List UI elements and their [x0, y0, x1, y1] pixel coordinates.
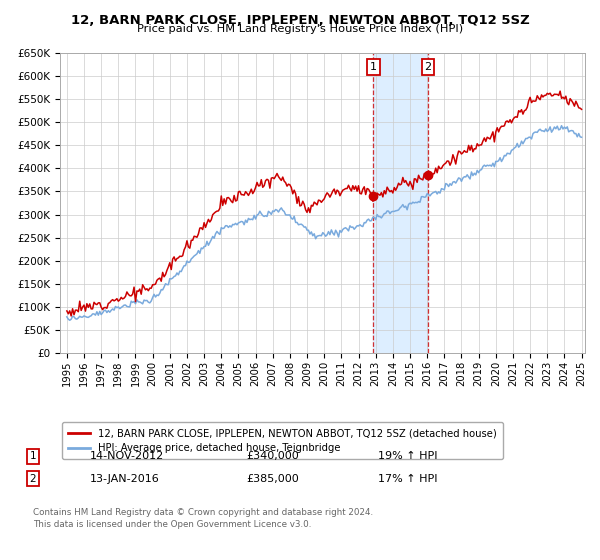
Text: This data is licensed under the Open Government Licence v3.0.: This data is licensed under the Open Gov… [33, 520, 311, 529]
Bar [373, 53, 428, 353]
Text: £385,000: £385,000 [246, 474, 299, 484]
Text: 14-NOV-2012: 14-NOV-2012 [90, 451, 164, 461]
Text: 2: 2 [29, 474, 37, 484]
Text: Price paid vs. HM Land Registry's House Price Index (HPI): Price paid vs. HM Land Registry's House … [137, 24, 463, 34]
Text: 1: 1 [370, 62, 377, 72]
Text: 19% ↑ HPI: 19% ↑ HPI [378, 451, 437, 461]
Text: 1: 1 [29, 451, 37, 461]
Text: 17% ↑ HPI: 17% ↑ HPI [378, 474, 437, 484]
Text: 13-JAN-2016: 13-JAN-2016 [90, 474, 160, 484]
Text: 12, BARN PARK CLOSE, IPPLEPEN, NEWTON ABBOT, TQ12 5SZ: 12, BARN PARK CLOSE, IPPLEPEN, NEWTON AB… [71, 14, 529, 27]
Legend: 12, BARN PARK CLOSE, IPPLEPEN, NEWTON ABBOT, TQ12 5SZ (detached house), HPI: Ave: 12, BARN PARK CLOSE, IPPLEPEN, NEWTON AB… [62, 422, 503, 459]
Text: Contains HM Land Registry data © Crown copyright and database right 2024.: Contains HM Land Registry data © Crown c… [33, 508, 373, 517]
Text: £340,000: £340,000 [246, 451, 299, 461]
Bar [569, 53, 585, 353]
Text: 2: 2 [424, 62, 431, 72]
